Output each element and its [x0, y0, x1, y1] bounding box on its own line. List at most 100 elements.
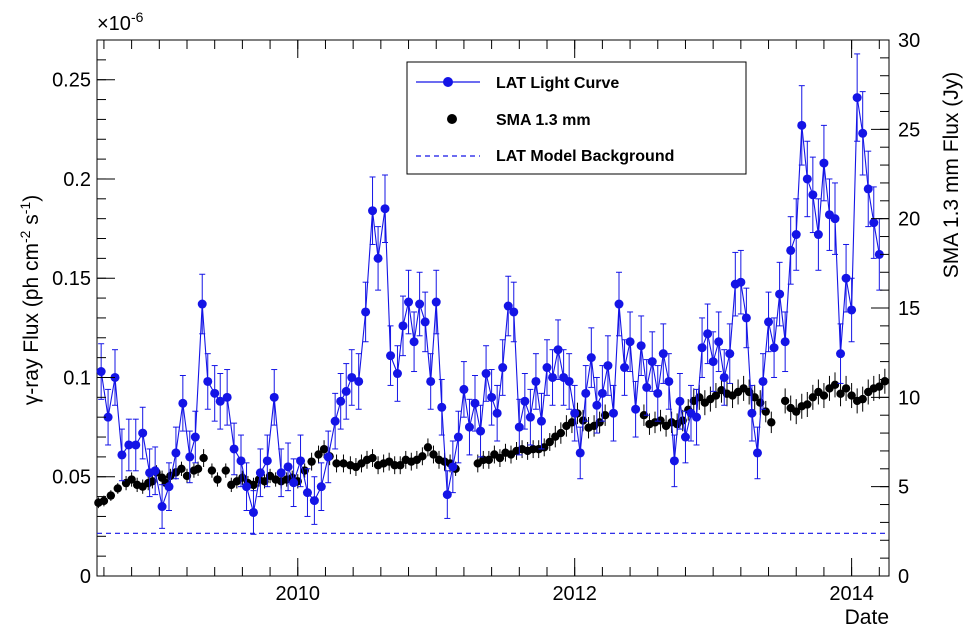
y-left-tick-label: 0: [80, 566, 91, 588]
lat-point: [615, 300, 624, 309]
lat-point: [603, 361, 612, 370]
lat-point: [842, 274, 851, 283]
lat-point: [203, 377, 212, 386]
lat-point: [310, 496, 319, 505]
x-tick-label: 2014: [829, 583, 874, 605]
sma-point: [881, 377, 889, 385]
lat-point: [165, 482, 174, 491]
lat-point: [714, 337, 723, 346]
lat-point: [864, 184, 873, 193]
x-tick-label: 2010: [276, 583, 321, 605]
lat-point: [520, 397, 529, 406]
legend-sma-swatch-marker: [447, 114, 457, 124]
lat-point: [171, 448, 180, 457]
sma-point: [424, 443, 432, 451]
y-left-title-exp1: -2: [17, 230, 33, 243]
lat-point: [482, 369, 491, 378]
y-right-tick-label: 0: [898, 566, 909, 588]
lat-point: [317, 482, 326, 491]
lat-point: [515, 423, 524, 432]
lat-point: [249, 508, 258, 517]
y-left-title-post: ): [20, 195, 43, 202]
lat-point: [598, 389, 607, 398]
lat-point: [263, 456, 272, 465]
lat-point: [459, 385, 468, 394]
legend: LAT Light Curve SMA 1.3 mm LAT Model Bac…: [407, 62, 746, 174]
lat-point: [637, 341, 646, 350]
lat-point: [626, 337, 635, 346]
sma-point: [100, 497, 108, 505]
lat-point: [454, 433, 463, 442]
lat-point: [426, 377, 435, 386]
lat-point: [847, 305, 856, 314]
lat-point: [443, 490, 452, 499]
sma-point: [781, 397, 789, 405]
lat-point: [836, 349, 845, 358]
lat-point: [421, 317, 430, 326]
y-right-tick-label: 20: [898, 209, 920, 231]
legend-background-label: LAT Model Background: [496, 148, 674, 165]
lat-point: [753, 448, 762, 457]
sma-point: [320, 445, 328, 453]
sma-point: [107, 491, 115, 499]
lat-point: [404, 298, 413, 307]
lat-point: [653, 389, 662, 398]
lat-point: [368, 206, 377, 215]
sma-point: [199, 454, 207, 462]
lat-point: [361, 307, 370, 316]
sma-point: [557, 429, 565, 437]
lat-point: [185, 452, 194, 461]
y-right-tick-label: 25: [898, 119, 920, 141]
x-axis-title: Date: [845, 606, 889, 629]
lat-point: [587, 353, 596, 362]
lat-point: [284, 462, 293, 471]
sma-point: [842, 384, 850, 392]
lat-point: [692, 413, 701, 422]
lat-point: [775, 290, 784, 299]
sma-point: [208, 466, 216, 474]
lat-point: [303, 488, 312, 497]
lat-point: [138, 429, 147, 438]
lat-point: [537, 417, 546, 426]
sma-point: [222, 466, 230, 474]
lat-point: [675, 397, 684, 406]
lat-point: [548, 373, 557, 382]
y-left-title-mid: s: [20, 214, 43, 230]
y-right-axis-title: SMA 1.3 mm Flux (Jy): [940, 72, 963, 279]
y-right-tick-label: 30: [898, 30, 920, 52]
lat-point: [531, 377, 540, 386]
y-left-tick-label: 0.2: [63, 169, 91, 191]
lat-point: [720, 373, 729, 382]
lat-point: [117, 450, 126, 459]
y-left-tick-label: 0.25: [52, 70, 91, 92]
lat-point: [437, 403, 446, 412]
lat-point: [526, 413, 535, 422]
lat-point: [642, 383, 651, 392]
lat-point: [230, 444, 239, 453]
y-left-tick-label: 0.15: [52, 268, 91, 290]
lat-point: [210, 389, 219, 398]
lat-point: [151, 466, 160, 475]
lat-point: [631, 405, 640, 414]
lat-point: [725, 349, 734, 358]
y-right-tick-label: 15: [898, 298, 920, 320]
lat-point: [131, 440, 140, 449]
lat-point: [393, 369, 402, 378]
lat-point: [781, 337, 790, 346]
lat-point: [792, 230, 801, 239]
y-left-tick-label: 0.1: [63, 367, 91, 389]
lat-point: [764, 317, 773, 326]
sma-point: [831, 381, 839, 389]
lat-point: [410, 337, 419, 346]
lat-point: [853, 93, 862, 102]
lat-point: [565, 377, 574, 386]
lat-point: [399, 321, 408, 330]
lat-point: [759, 377, 768, 386]
lat-point: [742, 313, 751, 322]
lat-point: [808, 190, 817, 199]
lat-point: [670, 456, 679, 465]
lat-point: [324, 452, 333, 461]
lat-point: [471, 399, 480, 408]
lat-point: [198, 300, 207, 309]
